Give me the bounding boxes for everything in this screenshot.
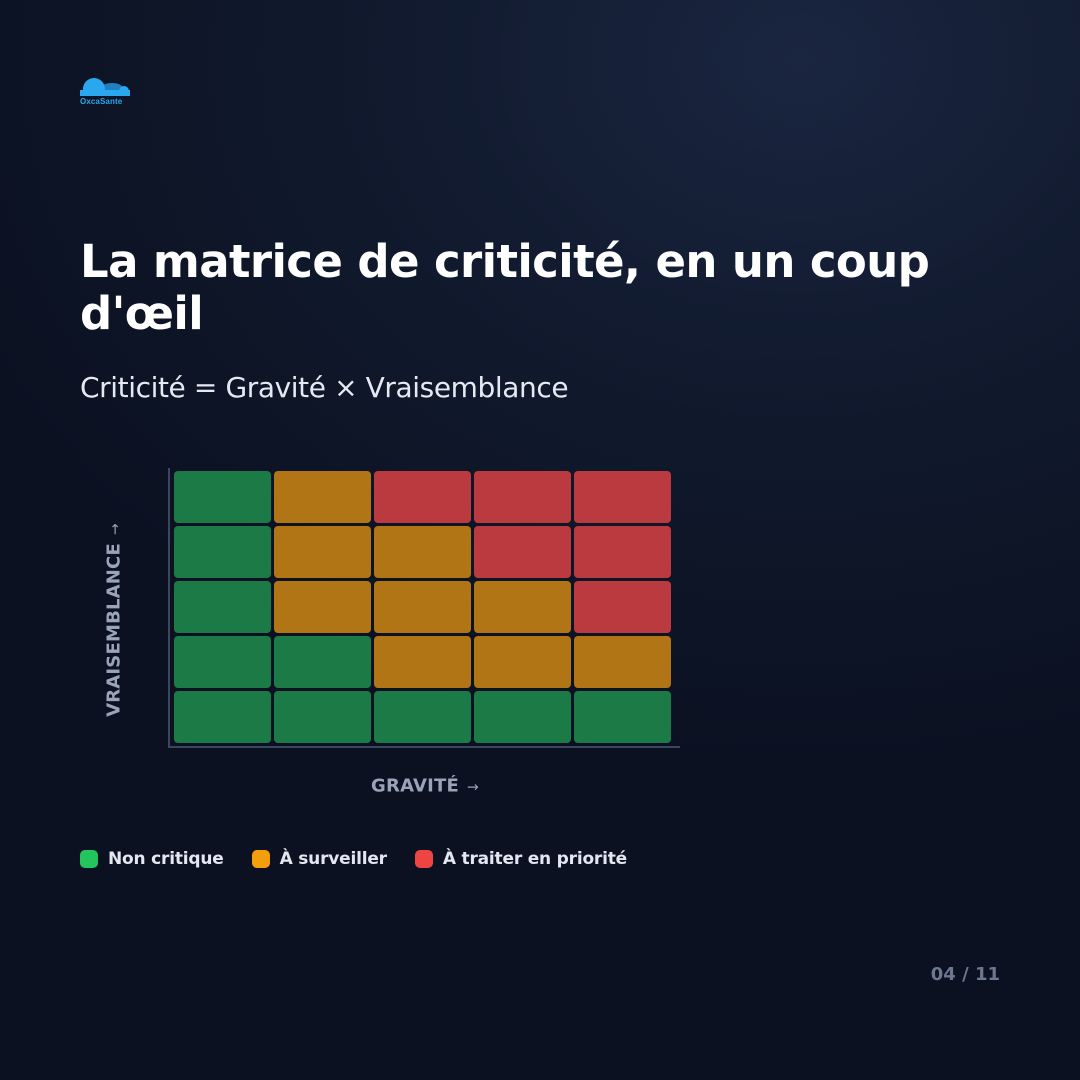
matrix-cell: [374, 636, 471, 688]
legend-swatch: [414, 850, 433, 868]
matrix-cell: [174, 526, 271, 578]
matrix-cell: [474, 691, 571, 743]
legend-label: À surveiller: [279, 849, 387, 869]
page-counter: 04 / 11: [930, 964, 1000, 985]
x-axis-arrow-icon: →: [467, 779, 479, 796]
legend: Non critique À surveiller À traiter en p…: [80, 849, 655, 869]
matrix-cell: [474, 636, 571, 688]
matrix-cell: [174, 581, 271, 633]
criticality-matrix: [168, 468, 680, 748]
legend-item-non-critique: Non critique: [80, 849, 224, 869]
matrix-cell: [274, 691, 371, 743]
x-axis-title: GRAVITÉ: [371, 775, 460, 797]
matrix-cell: [274, 581, 371, 633]
cloud-logo-icon: [80, 78, 130, 96]
matrix-cell: [374, 471, 471, 523]
matrix-cell: [474, 471, 571, 523]
y-axis-label: VRAISEMBLANCE →: [104, 523, 125, 717]
matrix-cell: [474, 526, 571, 578]
y-axis-title: VRAISEMBLANCE: [103, 543, 125, 717]
brand-name: OxcaSante: [80, 97, 123, 106]
y-axis-arrow-icon: →: [107, 523, 124, 536]
matrix-cell: [274, 636, 371, 688]
matrix-cell: [274, 526, 371, 578]
page-subtitle: Criticité = Gravité × Vraisemblance: [80, 371, 569, 404]
matrix-cell: [174, 471, 271, 523]
matrix-cell: [374, 526, 471, 578]
matrix-cell: [274, 471, 371, 523]
matrix-cell: [574, 691, 671, 743]
legend-label: Non critique: [108, 849, 224, 869]
matrix-cell: [574, 581, 671, 633]
matrix-cell: [174, 636, 271, 688]
legend-item-priorite: À traiter en priorité: [414, 849, 627, 869]
x-axis-label: GRAVITÉ →: [371, 776, 479, 797]
matrix-cell: [574, 471, 671, 523]
matrix-cell: [374, 581, 471, 633]
legend-swatch: [80, 850, 98, 868]
matrix-cell: [574, 636, 671, 688]
matrix-cell: [574, 526, 671, 578]
legend-item-surveiller: À surveiller: [251, 849, 387, 869]
page-title: La matrice de criticité, en un coup d'œi…: [80, 235, 930, 340]
matrix-cell: [474, 581, 571, 633]
matrix-cell: [374, 691, 471, 743]
legend-label: À traiter en priorité: [442, 849, 627, 869]
matrix-grid: [174, 471, 671, 743]
legend-swatch: [251, 850, 270, 868]
brand-logo: OxcaSante: [80, 78, 140, 108]
matrix-cell: [174, 691, 271, 743]
